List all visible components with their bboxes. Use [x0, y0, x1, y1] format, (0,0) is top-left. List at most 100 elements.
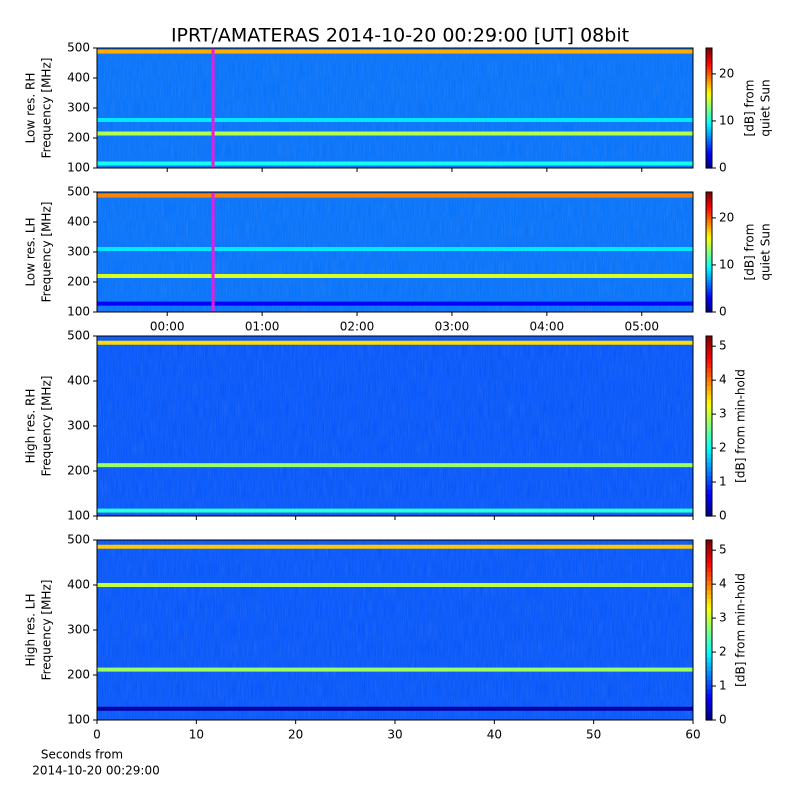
colorbar-swatch — [706, 471, 712, 477]
colorbar-swatch — [706, 213, 712, 217]
colorbar-swatch — [706, 267, 712, 271]
colorbar-swatch — [706, 114, 712, 118]
y-tick-label: 300 — [67, 623, 90, 637]
colorbar-swatch — [706, 358, 712, 364]
colorbar-swatch — [706, 540, 712, 546]
colorbar-tick-label: 3 — [719, 407, 727, 421]
colorbar-tick-label: 4 — [719, 577, 727, 591]
colorbar-swatch — [706, 255, 712, 259]
colorbar-swatch — [706, 75, 712, 79]
y-axis-label: Frequency [MHz] — [40, 202, 54, 303]
colorbar-swatch — [706, 652, 712, 658]
colorbar-swatch — [706, 162, 712, 166]
colorbar-swatch — [706, 246, 712, 250]
colorbar-swatch — [706, 715, 712, 721]
colorbar-swatch — [706, 264, 712, 268]
colorbar-label: [dB] from min-hold — [734, 369, 748, 483]
colorbar-swatch — [706, 261, 712, 265]
colorbar-swatch — [706, 625, 712, 631]
colorbar-swatch — [706, 303, 712, 307]
colorbar-swatch — [706, 639, 712, 645]
colorbar-tick-label: 10 — [719, 113, 734, 127]
y-axis-label: High res. LH — [24, 593, 38, 666]
colorbar-swatch — [706, 444, 712, 450]
colorbar-swatch — [706, 138, 712, 142]
y-tick-label: 300 — [67, 101, 90, 115]
colorbar-swatch — [706, 288, 712, 292]
x-tick-label: 40 — [487, 728, 502, 742]
colorbar-swatch — [706, 219, 712, 223]
colorbar-swatch — [706, 132, 712, 136]
heatmap-band — [97, 118, 693, 122]
colorbar-swatch — [706, 562, 712, 568]
colorbar-swatch — [706, 153, 712, 157]
colorbar-swatch — [706, 571, 712, 577]
colorbar-swatch — [706, 711, 712, 717]
colorbar-swatch — [706, 589, 712, 595]
y-tick-label: 200 — [67, 464, 90, 478]
y-tick-label: 100 — [67, 305, 90, 319]
colorbar-swatch — [706, 297, 712, 301]
heatmap-band — [97, 583, 693, 587]
heatmap-band — [97, 667, 693, 672]
colorbar-swatch — [706, 385, 712, 391]
colorbar-swatch — [706, 51, 712, 55]
colorbar-swatch — [706, 84, 712, 88]
colorbar-swatch — [706, 129, 712, 133]
colorbar-swatch — [706, 150, 712, 154]
heatmap-band — [97, 706, 693, 711]
colorbar-swatch — [706, 480, 712, 486]
x-tick-label: 04:00 — [530, 320, 565, 334]
colorbar-label: [dB] from — [743, 80, 757, 137]
colorbar-swatch — [706, 60, 712, 64]
y-tick-label: 500 — [67, 329, 90, 343]
colorbar-swatch — [706, 204, 712, 208]
colorbar-swatch — [706, 192, 712, 196]
colorbar-swatch — [706, 78, 712, 82]
colorbar-swatch — [706, 195, 712, 199]
y-axis-label: Frequency [MHz] — [40, 580, 54, 681]
colorbar-swatch — [706, 306, 712, 310]
x-axis-label: Seconds from — [41, 748, 123, 762]
x-tick-label: 30 — [387, 728, 402, 742]
colorbar-swatch — [706, 135, 712, 139]
colorbar-tick-label: 4 — [719, 373, 727, 387]
colorbar-swatch — [706, 57, 712, 61]
colorbar-swatch — [706, 484, 712, 490]
colorbar-swatch — [706, 493, 712, 499]
colorbar-label: quiet Sun — [759, 79, 773, 136]
colorbar-tick-label: 0 — [719, 713, 727, 727]
colorbar-swatch — [706, 376, 712, 382]
colorbar-swatch — [706, 147, 712, 151]
colorbar-swatch — [706, 228, 712, 232]
colorbar-swatch — [706, 607, 712, 613]
colorbar-swatch — [706, 222, 712, 226]
heatmap-band — [97, 301, 693, 306]
x-tick-label: 03:00 — [435, 320, 470, 334]
colorbar-tick-label: 2 — [719, 645, 727, 659]
colorbar-swatch — [706, 630, 712, 636]
colorbar-swatch — [706, 675, 712, 681]
y-axis-label: Low res. LH — [24, 217, 38, 286]
x-tick-label: 02:00 — [340, 320, 375, 334]
y-tick-label: 200 — [67, 275, 90, 289]
colorbar-tick-label: 10 — [719, 257, 734, 271]
colorbar-tick-label: 1 — [719, 679, 727, 693]
colorbar-swatch — [706, 594, 712, 600]
colorbar-swatch — [706, 702, 712, 708]
colorbar-swatch — [706, 688, 712, 694]
colorbar-swatch — [706, 141, 712, 145]
colorbar-swatch — [706, 231, 712, 235]
colorbar-swatch — [706, 430, 712, 436]
colorbar-swatch — [706, 498, 712, 504]
colorbar-swatch — [706, 201, 712, 205]
colorbar-swatch — [706, 237, 712, 241]
colorbar-swatch — [706, 457, 712, 463]
colorbar-tick-label: 20 — [719, 66, 734, 80]
colorbar-tick-label: 0 — [719, 161, 727, 175]
colorbar-swatch — [706, 567, 712, 573]
colorbar-swatch — [706, 621, 712, 627]
y-tick-label: 400 — [67, 71, 90, 85]
heatmap-band — [97, 161, 693, 166]
